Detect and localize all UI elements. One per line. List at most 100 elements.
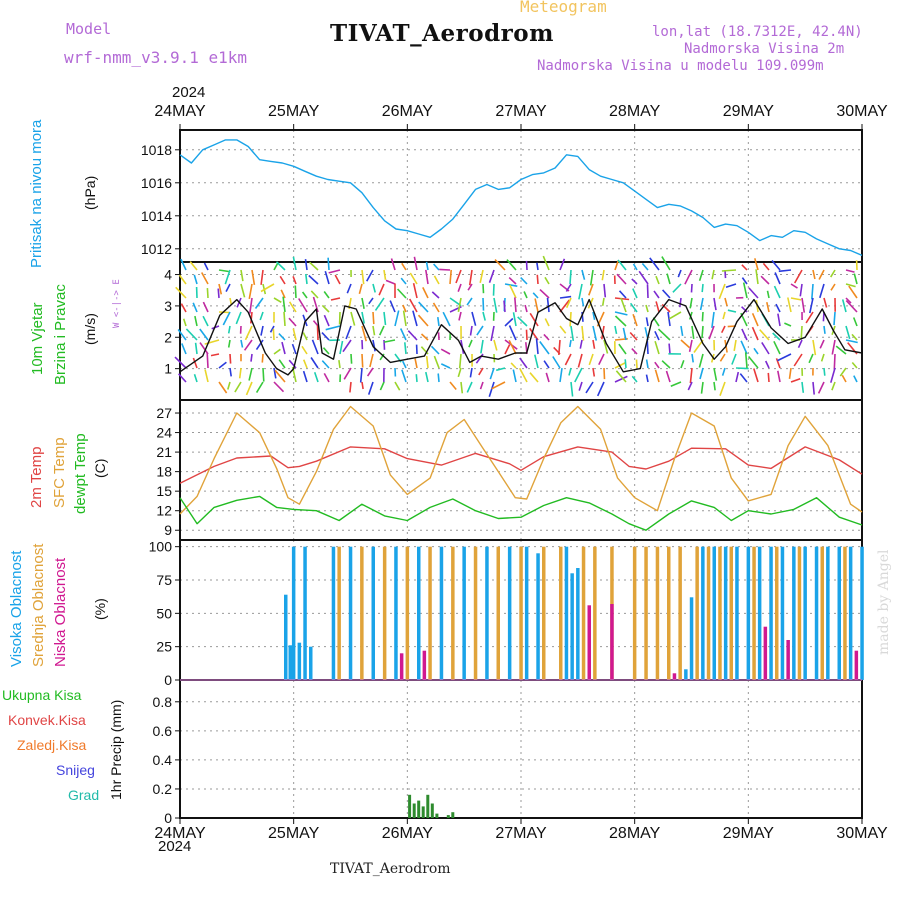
wind-arrow [275,261,286,271]
wind-arrow [667,311,671,327]
wind-arrow [404,342,407,355]
wind-arrow [603,367,606,380]
wind-arrow [274,369,286,383]
wind-arrow [722,311,726,320]
wind-arrow [680,339,691,349]
wind-arrow [280,289,286,299]
wind-arrow [668,311,682,320]
wind-arrow [559,295,572,299]
wind-arrow [210,353,220,357]
temp-unit: (C) [92,458,108,478]
wind-arrow [361,297,365,309]
x-tick-label-bottom: 25MAY [268,825,320,842]
y-tick-label: 100 [149,539,173,555]
wind-arrow [577,353,583,368]
bar-visoka-oblacnost [746,546,751,680]
wind-arrow [442,311,451,327]
wind-arrow [493,297,498,313]
bar-visoka-oblacnost [297,642,302,680]
wind-arrow [174,356,187,369]
wind-arrow [425,371,429,383]
wind-arrow [620,297,627,313]
wind-arrow [304,258,308,271]
wind-arrow [323,373,330,383]
bar-visoka-oblacnost [826,546,830,680]
x-tick-label-bottom: 24MAY [154,825,206,842]
wind-arrow [657,328,671,341]
wind-arrow [291,343,297,355]
wind-arrow [383,311,387,326]
wind-arrow [773,340,781,355]
wind-arrow [301,291,308,299]
wind-arrow [773,285,781,299]
wind-arrow [294,285,297,299]
wind-arrow [517,316,528,327]
bar-ukupna-kisa [408,794,412,818]
bar-visoka-oblacnost [780,546,785,680]
wind-arrow [227,381,231,390]
wind-arrow [218,361,227,369]
x-tick-label-bottom: 30MAY [836,825,888,842]
wind-arrow [614,375,628,383]
cloud-low-label: Niska Oblacnost [52,557,69,667]
wind-arrow [222,311,231,326]
wind-arrow [741,306,748,313]
wind-arrow [468,339,473,348]
wind-arrow [790,283,798,289]
wind-arrow [514,297,517,313]
wind-arrow [449,381,457,391]
wind-arrow [592,325,598,341]
bar-visoka-oblacnost [792,546,796,680]
wind-arrow [569,339,572,348]
wind-arrow [553,346,561,355]
wind-arrow [508,339,517,355]
wind-arrow [390,258,396,271]
wind-arrow [641,262,649,271]
wind-arrow [458,353,462,369]
wind-arrow [493,339,498,351]
wind-arrow [194,342,198,355]
wind-arrow [420,333,429,341]
bar-visoka-oblacnost [507,546,512,680]
wind-arrow [229,297,233,306]
series-line-pritisak-na-nivou-mora [179,139,863,257]
bar-visoka-oblacnost [848,546,853,680]
wind-arrow [199,328,209,341]
wind-arrow [713,381,716,391]
wind-arrow [312,320,319,327]
wind-arrow [273,297,282,303]
wind-arrow [204,369,209,383]
wind-arrow [255,381,264,394]
wind-arrow [494,259,506,271]
wind-arrow [820,353,825,362]
wind-arrow [200,272,209,285]
wind-arrow [741,328,748,341]
wind-arrow [565,297,572,309]
wind-arrow [523,291,528,299]
wind-arrow [848,285,858,299]
wind-arrow [544,276,550,285]
wind-arrow [701,325,704,339]
wind-arrow [775,303,781,313]
wind-arrow [409,298,418,313]
wind-arrow [262,367,265,382]
wind-arrow [601,269,605,281]
wind-arrow [260,269,264,285]
wind-arrow [467,283,473,291]
bar-srednja-oblacnost [405,546,410,680]
wind-arrow [559,299,570,313]
wind-arrow [740,340,748,355]
wind-arrow [778,269,792,273]
wind-arrow [359,367,363,383]
wind-arrow [322,347,330,355]
wind-arrow [601,325,605,340]
wind-arrow [433,263,440,271]
wind-arrow [570,325,575,342]
wind-arrow [269,325,275,333]
wind-arrow [372,325,376,336]
x-tick-label-bottom: 29MAY [723,825,775,842]
wind-arrow [614,361,626,369]
wind-arrow [437,316,440,327]
wind-arrow [766,290,770,299]
bar-srednja-oblacnost [718,546,722,680]
